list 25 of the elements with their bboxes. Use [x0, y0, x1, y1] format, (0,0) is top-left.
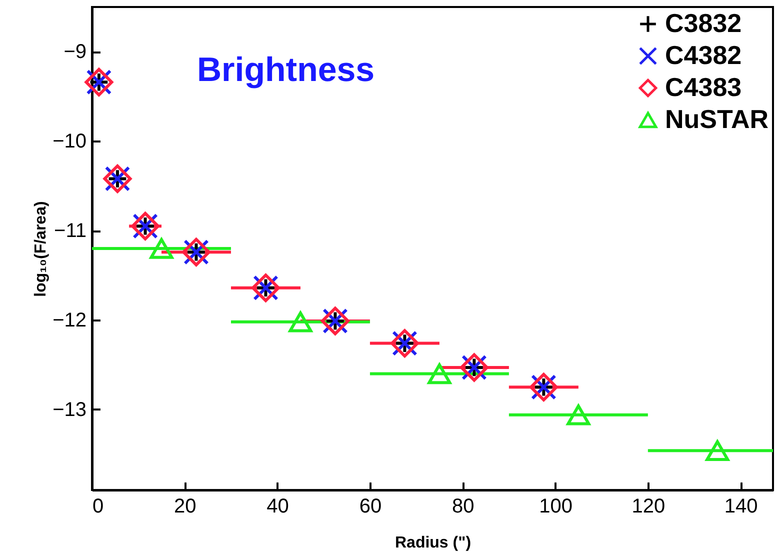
- x-tick-label: 40: [266, 496, 289, 518]
- legend-label: C3832: [665, 8, 742, 38]
- y-tick-label: −10: [52, 130, 86, 153]
- y-tick-label: −11: [54, 220, 86, 242]
- x-axis-title: Radius ("): [394, 534, 472, 552]
- y-tick-label: −12: [52, 310, 86, 332]
- x-tick-label: 120: [632, 496, 666, 518]
- y-tick-label: −9: [64, 41, 86, 64]
- legend-label: NuSTAR: [665, 104, 769, 134]
- text: Brightness: [197, 51, 375, 89]
- x-tick-label: 100: [539, 496, 572, 518]
- y-axis-title: log₁₀(F/area): [32, 201, 50, 297]
- x-tick-label: 140: [724, 496, 758, 518]
- point: [566, 404, 590, 426]
- point: [288, 311, 312, 332]
- x-tick-label: 80: [452, 496, 474, 518]
- point: [150, 238, 174, 259]
- point: [706, 440, 730, 462]
- x-tick-label: 0: [92, 496, 104, 518]
- x-tick-label: 20: [174, 496, 196, 518]
- legend-label: C4383: [665, 72, 742, 102]
- legend-label: C4382: [665, 40, 742, 70]
- x-tick-label: 60: [359, 496, 382, 518]
- y-tick-label: −13: [52, 399, 86, 421]
- point: [428, 363, 452, 384]
